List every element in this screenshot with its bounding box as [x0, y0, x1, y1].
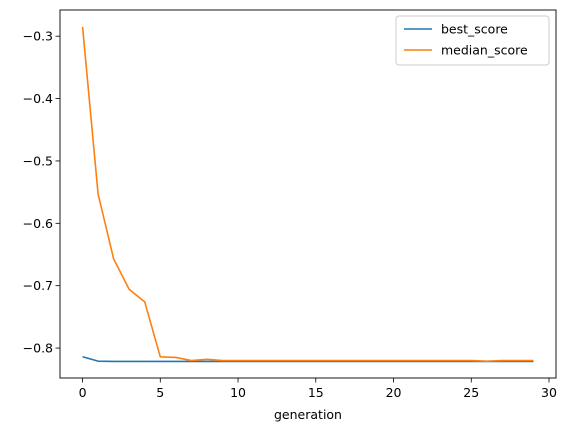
y-tick-label: −0.8 [23, 341, 53, 356]
x-axis-label: generation [274, 407, 342, 422]
series-line-best-score [82, 356, 534, 363]
x-tick-label: 10 [230, 385, 246, 400]
y-tick-label: −0.6 [23, 216, 53, 231]
x-tick-label: 25 [463, 385, 479, 400]
x-tick-label: 30 [541, 385, 557, 400]
x-tick-label: 20 [386, 385, 402, 400]
x-tick-label: 0 [79, 385, 87, 400]
plot-frame [59, 9, 557, 379]
y-tick-label: −0.4 [23, 91, 53, 106]
legend-label-best-score: best_score [441, 22, 508, 37]
x-tick-label: 5 [156, 385, 164, 400]
y-tick-label: −0.7 [23, 278, 53, 293]
series-line-median-score [81, 26, 534, 362]
legend: best_score median_score [395, 15, 550, 66]
y-tick-label: −0.5 [23, 153, 53, 168]
plot-area [60, 10, 556, 378]
x-tick-label: 15 [308, 385, 324, 400]
y-tick-label: −0.3 [23, 29, 53, 44]
legend-box [395, 15, 550, 66]
legend-label-median-score: median_score [441, 43, 528, 58]
